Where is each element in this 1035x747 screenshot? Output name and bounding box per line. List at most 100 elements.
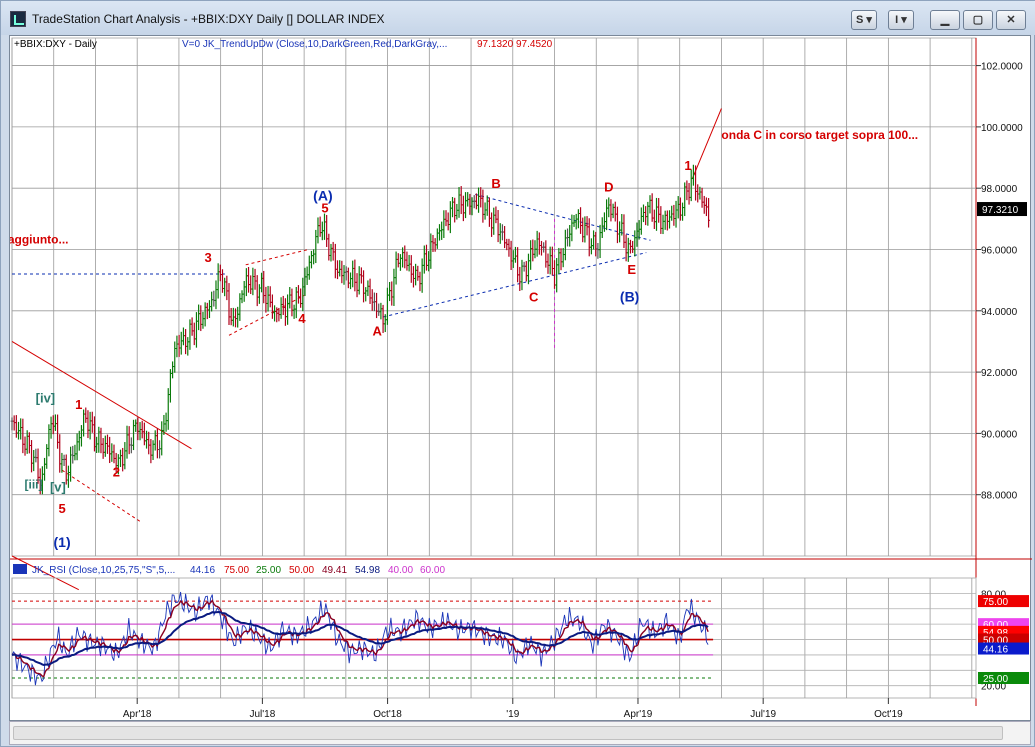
wave-label: B <box>491 176 500 191</box>
rsi-indicator-label: JK_RSI (Close,10,25,75,"S",5,... <box>32 565 175 576</box>
maximize-button[interactable]: ▢ <box>963 10 993 30</box>
rsi-value-tag-label: 60.00 <box>983 620 1008 631</box>
x-tick-label: Jul'19 <box>750 709 776 720</box>
rsi-value-tag-label: 75.00 <box>983 597 1008 608</box>
x-tick-label: '19 <box>506 709 519 720</box>
x-tick-label: Apr'19 <box>624 709 653 720</box>
y-tick-label: 92.0000 <box>981 368 1018 379</box>
current-price-tag: 97.3210 <box>977 202 1027 217</box>
rsi-value-tag-label: 44.16 <box>983 645 1008 656</box>
x-tick-label: Oct'18 <box>373 709 402 720</box>
rsi-value-current: 44.16 <box>190 565 215 576</box>
y-tick-label: 96.0000 <box>981 245 1018 256</box>
rsi-value-40: 40.00 <box>388 565 413 576</box>
rsi-value-avg2: 54.98 <box>355 565 380 576</box>
price-pane-border <box>11 37 977 557</box>
rsi-value-avg1: 49.41 <box>322 565 347 576</box>
i-menu-label: I <box>895 14 899 26</box>
rsi-indicator-icon <box>13 564 27 574</box>
horizontal-scrollbar[interactable] <box>9 721 1031 745</box>
wave-label: C <box>529 290 539 305</box>
x-tick-label: Oct'19 <box>874 709 903 720</box>
s-menu-label: S <box>856 14 864 26</box>
wave-label: E <box>627 262 636 277</box>
wave-label: [v] <box>50 480 66 495</box>
rsi-header: JK_RSI (Close,10,25,75,"S",5,... 44.16 7… <box>13 564 445 576</box>
minimize-button[interactable]: ▁ <box>930 10 960 30</box>
wave-label: 1 <box>75 397 82 412</box>
rsi-value-60: 60.00 <box>420 565 445 576</box>
y-tick-label: 90.0000 <box>981 429 1018 440</box>
rsi-value-tag-label: 25.00 <box>983 674 1008 685</box>
rsi-value-tag <box>978 595 1029 608</box>
trend-indicator-value-1: 97.1320 <box>477 39 514 50</box>
rsi-y-tick-label: 80.00 <box>981 589 1006 600</box>
scrollbar-thumb[interactable] <box>13 726 1003 740</box>
wave-label: (A) <box>313 187 332 203</box>
price-chart-svg[interactable]: 102.0000 100.0000 98.0000 96.0000 94.0000 92.… <box>8 36 1032 722</box>
maximize-icon: ▢ <box>972 14 984 26</box>
rsi-slow-line <box>11 610 709 667</box>
wave-label: 1 <box>684 158 691 173</box>
wave-label: 5 <box>321 201 328 216</box>
wave-label: 4 <box>298 311 306 326</box>
current-price-value: 97.3210 <box>982 205 1019 216</box>
rsi-lines <box>11 591 709 686</box>
y-tick-label: 98.0000 <box>981 184 1018 195</box>
rsi-signal-line <box>11 599 709 678</box>
price-axis-ticks: 102.0000 100.0000 98.0000 96.0000 94.0000 92.… <box>976 62 1023 502</box>
wave-label: aggiunto... <box>10 232 68 246</box>
symbol-label: +BBIX:DXY - Daily <box>14 39 97 50</box>
rsi-y-tick-label: 20.00 <box>981 682 1006 693</box>
wave-c-projection-line <box>691 108 722 180</box>
price-bars <box>10 164 710 495</box>
close-icon: ✕ <box>1006 14 1016 26</box>
rsi-value-tag-label: 50.00 <box>983 636 1008 647</box>
rsi-grid <box>11 577 977 699</box>
close-button[interactable]: ✕ <box>996 10 1026 30</box>
price-grid <box>10 37 1032 706</box>
y-tick-label: 88.0000 <box>981 491 1018 502</box>
wave-4-channel-lower <box>228 295 305 336</box>
wave-label: (B) <box>620 289 639 305</box>
x-tick-label: Apr'18 <box>123 709 152 720</box>
wave-label: A <box>372 323 382 338</box>
wave-label: 5 <box>58 501 65 516</box>
x-tick-label: Jul'18 <box>249 709 275 720</box>
title-bar[interactable]: TradeStation Chart Analysis - +BBIX:DXY … <box>1 1 1035 35</box>
wave-label: (1) <box>54 534 71 550</box>
chart-area[interactable]: 102.0000 100.0000 98.0000 96.0000 94.0000 92.… <box>8 35 1032 722</box>
wave-label: D <box>604 179 613 194</box>
trend-indicator-label: V=0 JK_TrendUpDw (Close,10,DarkGreen,Red… <box>182 39 447 50</box>
wave-label: 3 <box>205 250 212 265</box>
rsi-value-lower: 25.00 <box>256 565 281 576</box>
rsi-value-tag-label: 54.98 <box>983 628 1008 639</box>
wave-label: 2 <box>113 464 120 479</box>
lower-channel-line <box>11 555 79 591</box>
tradestation-app-icon <box>10 11 26 27</box>
wave-label: onda C in corso target sopra 100... <box>721 128 918 142</box>
window-title: TradeStation Chart Analysis - +BBIX:DXY … <box>32 12 385 26</box>
rsi-value-upper: 75.00 <box>224 565 249 576</box>
y-tick-label: 102.0000 <box>981 62 1023 73</box>
y-tick-label: 94.0000 <box>981 307 1018 318</box>
wave-annotations: onda C in corso target sopra 100... aggiu… <box>8 128 918 550</box>
price-trendlines <box>11 108 722 591</box>
wave-4-channel-upper <box>245 249 309 266</box>
wave-2-channel <box>61 469 142 523</box>
y-tick-label: 100.0000 <box>981 123 1023 134</box>
s-menu-button[interactable]: S ▾ <box>851 10 877 30</box>
rsi-value-tag <box>978 642 1029 655</box>
date-axis-ticks: Apr'18 Jul'18 Oct'18 '19 Apr'19 Jul'19 Oct'19 <box>123 698 903 720</box>
trend-indicator-value-2: 97.4520 <box>516 39 553 50</box>
i-menu-button[interactable]: I ▾ <box>888 10 914 30</box>
rsi-value-tag <box>978 672 1029 684</box>
rsi-pane-border <box>11 577 977 699</box>
rsi-fast-line <box>11 591 709 686</box>
wave-label: [iii] <box>25 478 43 492</box>
wave-label: [iv] <box>36 391 56 406</box>
rsi-value-mid: 50.00 <box>289 565 314 576</box>
minimize-icon: ▁ <box>940 14 950 26</box>
